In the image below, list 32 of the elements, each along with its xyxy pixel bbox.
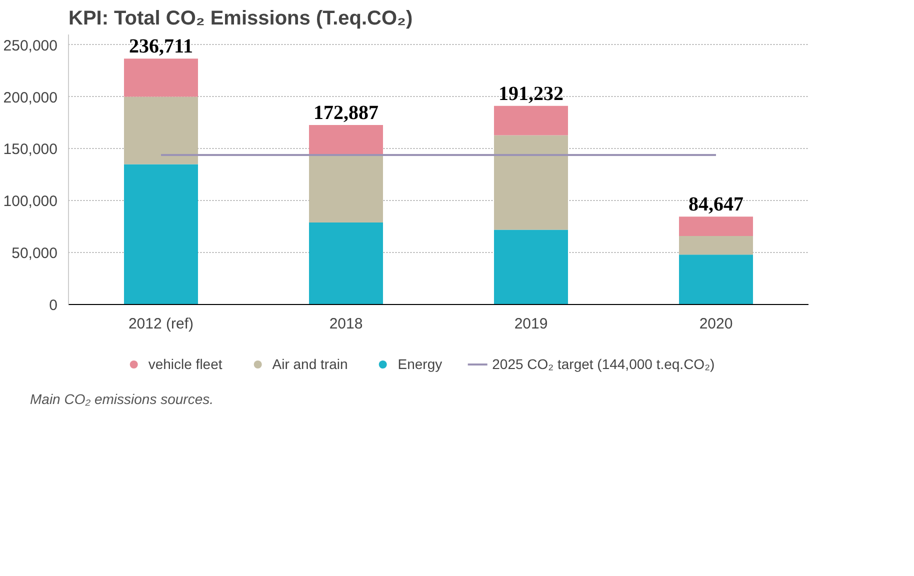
bar xyxy=(494,230,568,304)
bar xyxy=(679,254,753,304)
x-tick-label: 2020 xyxy=(699,316,733,332)
total-label: 236,711 xyxy=(129,36,193,58)
legend-label: Energy xyxy=(398,356,442,372)
text: Main CO₂ emissions sources. xyxy=(30,390,214,409)
total-label: 191,232 xyxy=(498,82,564,105)
bar xyxy=(679,236,753,255)
x-tick-label: 2012 (ref) xyxy=(128,316,194,332)
y-tick-label: 50,000 xyxy=(12,245,58,262)
bar xyxy=(679,216,753,236)
bar xyxy=(124,58,198,97)
y-tick-label: 200,000 xyxy=(3,89,58,106)
total-label: 172,887 xyxy=(314,102,378,124)
bar xyxy=(309,124,383,156)
bar xyxy=(309,156,383,222)
y-tick-label: 250,000 xyxy=(3,37,58,54)
y-tick-label: 150,000 xyxy=(3,141,58,158)
bar xyxy=(494,135,568,230)
legend-label: 2025 CO₂ target (144,000 t.eq.CO₂) xyxy=(492,356,715,372)
x-tick-label: 2019 xyxy=(514,316,548,332)
bar xyxy=(124,164,198,304)
total-label: 84,647 xyxy=(688,194,744,216)
bar xyxy=(494,106,568,136)
legend-label: vehicle fleet xyxy=(148,356,222,372)
x-tick-label: 2018 xyxy=(329,316,363,332)
y-tick-label: 0 xyxy=(49,297,58,314)
bar xyxy=(124,96,198,164)
chart-title: KPI: Total CO₂ Emissions (T.eq.CO₂) xyxy=(68,8,413,30)
legend-label: Air and train xyxy=(272,356,348,372)
bar xyxy=(309,222,383,304)
y-tick-label: 100,000 xyxy=(3,193,58,210)
